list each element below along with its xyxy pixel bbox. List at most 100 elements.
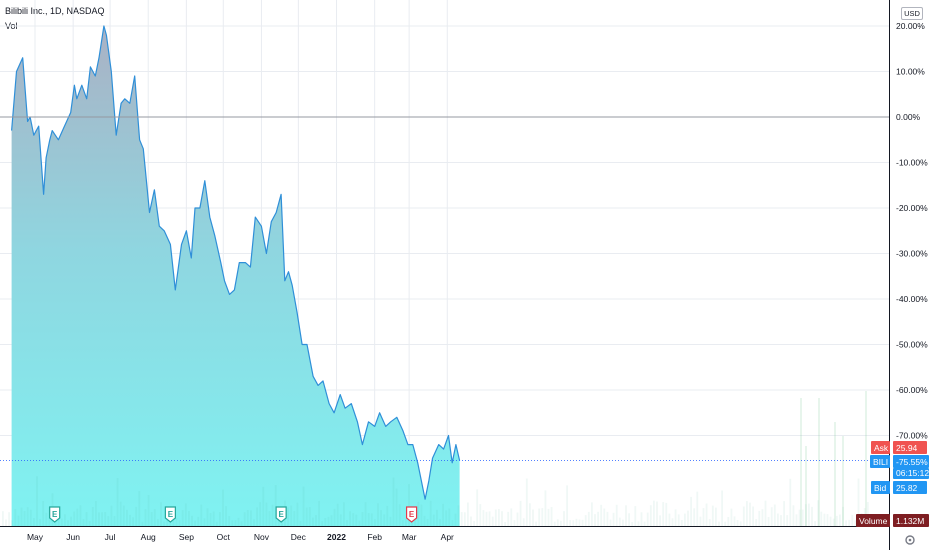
volume-bar <box>773 504 776 526</box>
volume-bar <box>733 516 736 526</box>
volume-bar <box>800 398 802 526</box>
volume-bar <box>141 521 144 526</box>
volume-bar <box>352 513 355 526</box>
volume-bar <box>181 510 184 526</box>
volume-bar <box>386 505 389 526</box>
volume-bar <box>715 507 717 526</box>
volume-bar <box>684 513 686 526</box>
ask-value: 25.94 <box>893 441 927 454</box>
volume-bar <box>349 511 351 526</box>
volume-bar <box>343 502 345 526</box>
currency-button[interactable]: USD <box>901 7 923 20</box>
volume-bar <box>603 508 606 526</box>
y-tick-label: -10.00% <box>896 158 928 168</box>
volume-bar <box>711 505 714 526</box>
ask-label-text: Ask <box>874 443 889 453</box>
volume-bar <box>98 512 100 526</box>
volume-bar <box>770 507 773 526</box>
gear-hub <box>908 538 912 542</box>
volume-bar <box>324 518 327 526</box>
volume-bar <box>845 520 847 526</box>
last-value-text: -75.55% <box>896 457 928 467</box>
x-tick-label: Nov <box>254 532 270 542</box>
volume-bar <box>380 510 382 526</box>
volume-bar <box>798 509 801 526</box>
volume-bar <box>225 506 227 526</box>
ticker-label-text: BILI <box>873 457 888 467</box>
volume-bar <box>414 514 417 526</box>
volume-bar <box>494 509 497 526</box>
volume-bar <box>783 501 785 526</box>
volume-bar <box>547 508 550 526</box>
series-area <box>11 26 460 526</box>
volume-bar <box>339 514 342 526</box>
volume-bar <box>705 503 708 526</box>
symbol-title[interactable]: Bilibili Inc., 1D, NASDAQ <box>5 6 105 16</box>
settings-gear-icon[interactable] <box>905 535 915 545</box>
volume-bars <box>2 391 869 526</box>
volume-bar <box>429 500 432 526</box>
volume-bar <box>854 520 857 526</box>
x-tick-label: 2022 <box>327 532 346 542</box>
volume-bar <box>442 503 444 526</box>
volume-bar <box>553 521 556 526</box>
earnings-marker-past[interactable]: E <box>164 506 176 523</box>
volume-bar <box>460 512 463 526</box>
earnings-marker-past[interactable]: E <box>49 506 61 523</box>
x-tick-label: May <box>27 532 44 542</box>
volume-bar <box>234 520 237 526</box>
countdown: 06:15:12 <box>893 468 929 479</box>
volume-bar <box>538 508 541 526</box>
volume-bar <box>653 500 655 526</box>
volume-bar <box>560 520 562 526</box>
earnings-badge <box>164 506 176 523</box>
volume-bar <box>315 515 317 526</box>
volume-bar <box>293 511 296 526</box>
volume-value-bg <box>893 514 929 527</box>
volume-bar <box>5 519 7 526</box>
volume-bar <box>64 514 66 526</box>
volume-value: 1.132M <box>893 514 929 527</box>
earnings-marker-upcoming[interactable]: E <box>405 506 418 523</box>
volume-bar <box>829 516 832 526</box>
volume-bar <box>529 503 531 526</box>
volume-bar <box>305 507 308 526</box>
volume-bar <box>801 509 804 526</box>
volume-bar <box>622 519 624 526</box>
volume-bar <box>764 500 767 526</box>
countdown-text: 06:15:12 <box>896 468 929 478</box>
volume-bar <box>671 518 674 526</box>
price-scale[interactable]: 20.00% 10.00% 0.00% -10.00% -20.00% -30.00% -4… <box>896 21 928 441</box>
volume-bar <box>212 511 215 526</box>
volume-bar <box>544 490 547 526</box>
volume-bar <box>70 516 72 526</box>
volume-label-text: Volume <box>859 516 888 526</box>
volume-bar <box>14 509 17 526</box>
x-tick-label: Mar <box>402 532 417 542</box>
volume-bar <box>687 510 689 526</box>
volume-bar <box>243 512 246 526</box>
x-tick-label: Feb <box>367 532 382 542</box>
volume-bar <box>631 522 634 526</box>
volume-bar <box>615 504 618 526</box>
volume-bar <box>88 521 91 526</box>
volume-bar <box>721 490 723 526</box>
volume-bar <box>191 515 193 526</box>
volume-bar <box>219 512 221 526</box>
volume-bar <box>206 508 209 526</box>
x-tick-label: Apr <box>441 532 454 542</box>
volume-bar <box>321 521 324 526</box>
volume-bar <box>423 515 426 526</box>
volume-bar <box>445 510 448 526</box>
volume-bar <box>805 446 807 526</box>
series-group <box>2 25 869 526</box>
volume-bar <box>457 505 460 526</box>
time-scale[interactable]: May Jun Jul Aug Sep Oct Nov Dec 2022 Feb Mar Apr <box>27 532 454 542</box>
volume-label-bg <box>856 514 890 527</box>
volume-bar <box>634 506 637 526</box>
volume-bar <box>113 516 116 526</box>
volume-bar <box>752 506 754 526</box>
earnings-marker-past[interactable]: E <box>275 506 287 523</box>
